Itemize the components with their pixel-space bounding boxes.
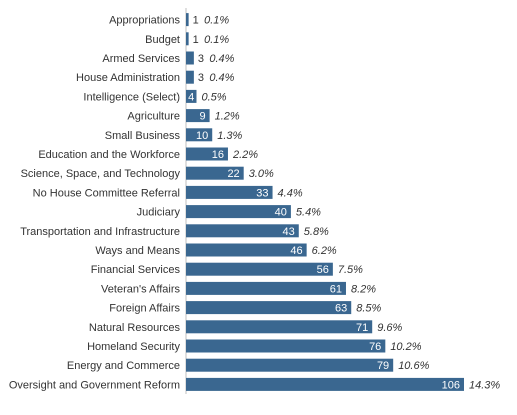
value-label: 61 (330, 283, 342, 295)
value-label: 33 (256, 187, 268, 199)
bar (186, 128, 213, 142)
category-label: Transportation and Infrastructure (20, 226, 180, 238)
percent-label: 3.0% (249, 168, 274, 180)
bar (186, 89, 197, 103)
bar (186, 320, 373, 334)
percent-label: 10.6% (398, 360, 429, 372)
bar (186, 339, 386, 353)
bar (186, 358, 394, 372)
percent-label: 5.4% (296, 207, 321, 219)
category-label: Homeland Security (87, 341, 180, 353)
category-label: No House Committee Referral (33, 187, 180, 199)
bar (186, 205, 291, 219)
bar (186, 166, 244, 180)
category-label: Veteran's Affairs (101, 283, 180, 295)
percent-label: 8.5% (356, 303, 381, 315)
value-label: 1 (193, 15, 199, 27)
percent-label: 8.2% (351, 283, 376, 295)
value-label: 63 (335, 303, 347, 315)
bar (186, 51, 194, 65)
category-label: Oversight and Government Reform (9, 379, 180, 391)
bar (186, 32, 189, 46)
bar (186, 109, 210, 123)
percent-label: 10.2% (390, 341, 421, 353)
bar (186, 243, 307, 257)
category-label: Foreign Affairs (109, 303, 180, 315)
value-label: 1 (193, 34, 199, 46)
percent-label: 9.6% (377, 322, 402, 334)
bar (186, 281, 346, 295)
bar (186, 224, 299, 238)
value-label: 46 (290, 245, 302, 257)
percent-label: 1.2% (215, 111, 240, 123)
category-label: Budget (145, 34, 180, 46)
category-label: Education and the Workforce (38, 149, 180, 161)
category-label: Natural Resources (89, 322, 181, 334)
value-label: 10 (196, 130, 208, 142)
category-label: Intelligence (Select) (83, 91, 180, 103)
value-label: 43 (283, 226, 295, 238)
value-label: 9 (199, 111, 205, 123)
percent-label: 5.8% (304, 226, 329, 238)
value-label: 71 (356, 322, 368, 334)
value-label: 40 (275, 207, 287, 219)
percent-label: 0.5% (201, 91, 226, 103)
category-label: Science, Space, and Technology (21, 168, 181, 180)
value-label: 22 (227, 168, 239, 180)
percent-label: 0.1% (204, 15, 229, 27)
bar (186, 70, 194, 84)
percent-label: 0.4% (209, 53, 234, 65)
percent-label: 4.4% (278, 187, 303, 199)
category-label: House Administration (76, 72, 180, 84)
value-label: 56 (317, 264, 329, 276)
value-label: 3 (198, 72, 204, 84)
value-label: 76 (369, 341, 381, 353)
percent-label: 1.3% (217, 130, 242, 142)
value-label: 4 (188, 91, 194, 103)
category-label: Energy and Commerce (67, 360, 180, 372)
bar (186, 377, 464, 391)
percent-label: 7.5% (338, 264, 363, 276)
percent-label: 0.1% (204, 34, 229, 46)
category-label: Judiciary (137, 207, 181, 219)
category-label: Armed Services (102, 53, 180, 65)
category-label: Small Business (105, 130, 181, 142)
category-label: Agriculture (127, 111, 180, 123)
value-label: 79 (377, 360, 389, 372)
category-label: Appropriations (109, 15, 180, 27)
bar (186, 301, 352, 315)
value-label: 106 (442, 379, 460, 391)
value-label: 3 (198, 53, 204, 65)
bar (186, 13, 189, 27)
percent-label: 2.2% (232, 149, 258, 161)
bar (186, 147, 228, 161)
value-label: 16 (212, 149, 224, 161)
percent-label: 0.4% (209, 72, 234, 84)
bar (186, 185, 273, 199)
category-label: Ways and Means (95, 245, 180, 257)
bar (186, 262, 333, 276)
percent-label: 6.2% (312, 245, 337, 257)
percent-label: 14.3% (469, 379, 500, 391)
category-label: Financial Services (91, 264, 181, 276)
